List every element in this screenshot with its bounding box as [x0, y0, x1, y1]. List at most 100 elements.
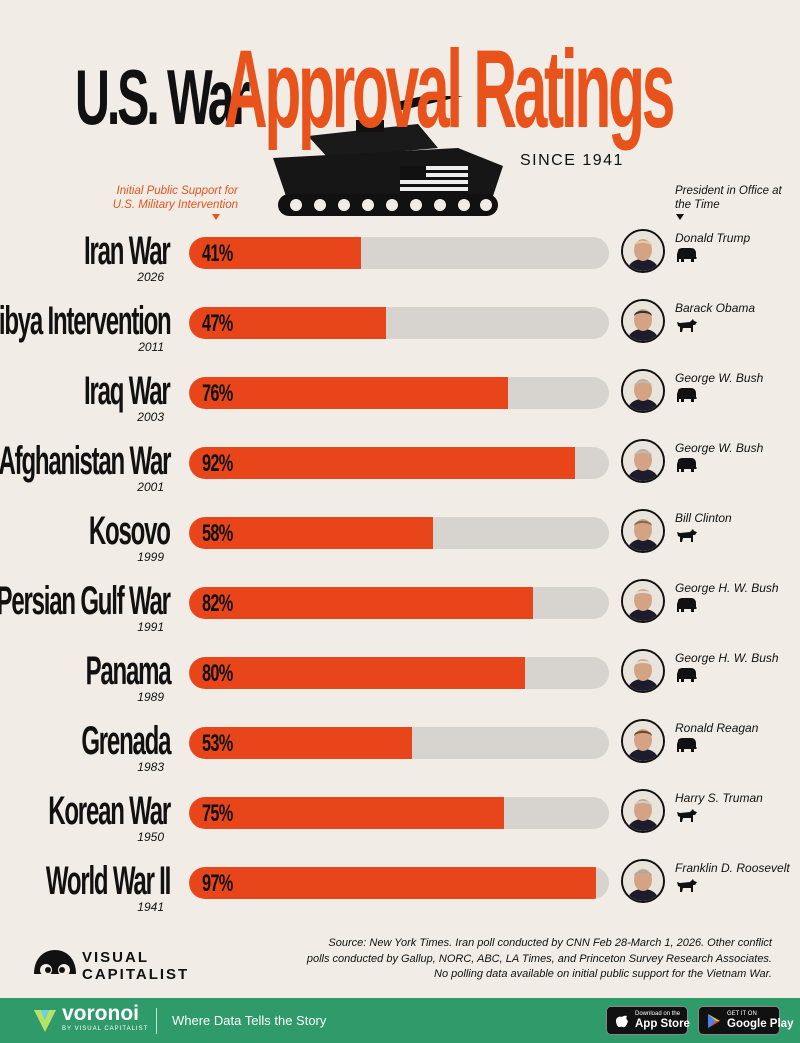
title-part1: U.S. War [75, 53, 250, 141]
president-portrait [621, 509, 665, 553]
voronoi-brand: voronoi [62, 1002, 139, 1025]
bar-value-label: 80% [202, 660, 233, 687]
bar-fill [189, 797, 504, 829]
bar-track: 97% [189, 867, 609, 899]
elephant-icon [677, 668, 697, 682]
bar-value-label: 41% [202, 240, 233, 267]
war-year: 1983 [137, 760, 164, 774]
bar-value-label: 58% [202, 520, 233, 547]
google-play-button[interactable]: GET IT ON Google Play [698, 1006, 793, 1035]
war-label: Kosovo [89, 509, 171, 553]
chart-row: World War II 1941 97% Franklin D. Roosevelt [0, 858, 800, 928]
president-name: Ronald Reagan [675, 721, 759, 735]
president-portrait [621, 229, 665, 273]
bar-fill [189, 237, 361, 269]
left-subtitle: Initial Public Support for U.S. Military… [112, 185, 238, 211]
war-label: Iran War [84, 229, 171, 273]
bar-fill [189, 377, 508, 409]
chart-row: Afghanistan War 2001 92% George W. Bush [0, 438, 800, 508]
war-label: Libya Intervention [0, 299, 171, 343]
title-part2: Approval Ratings [224, 28, 675, 151]
bar-track: 76% [189, 377, 609, 409]
bar-fill [189, 447, 575, 479]
bar-track: 75% [189, 797, 609, 829]
chart-row: Iraq War 2003 76% George W. Bush [0, 368, 800, 438]
bar-value-label: 76% [202, 380, 233, 407]
visual-capitalist-logo-text: VISUAL CAPITALIST [82, 949, 190, 983]
visual-capitalist-logo-icon [34, 950, 76, 976]
bar-fill [189, 657, 525, 689]
president-name: Barack Obama [675, 301, 756, 315]
bar-value-label: 47% [202, 310, 233, 337]
chart-row: Libya Intervention 2011 47% Barack Obama [0, 298, 800, 368]
bar-track: 80% [189, 657, 609, 689]
president-portrait [621, 789, 665, 833]
app-store-button[interactable]: Download on the App Store [606, 1006, 690, 1035]
voronoi-by: BY VISUAL CAPITALIST [62, 1026, 149, 1032]
president-portrait [621, 649, 665, 693]
war-year: 2003 [137, 410, 164, 424]
war-year: 1999 [137, 550, 164, 564]
president-name: George H. W. Bush [675, 581, 779, 595]
tank-illustration [273, 96, 510, 216]
war-year: 2026 [137, 270, 164, 284]
bar-track: 47% [189, 307, 609, 339]
google-play-icon [708, 1014, 720, 1028]
bar-track: 53% [189, 727, 609, 759]
war-year: 1989 [137, 690, 164, 704]
president-portrait [621, 439, 665, 483]
war-label: Iraq War [84, 369, 171, 413]
since-label: SINCE 1941 [520, 152, 624, 169]
war-year: 1950 [137, 830, 164, 844]
bar-fill [189, 307, 386, 339]
bar-fill [189, 587, 533, 619]
tagline: Where Data Tells the Story [172, 1013, 327, 1028]
bar-value-label: 53% [202, 730, 233, 757]
president-name: Franklin D. Roosevelt [675, 861, 790, 875]
president-name: Bill Clinton [675, 511, 732, 525]
elephant-icon [677, 738, 697, 752]
war-year: 1991 [137, 620, 164, 634]
war-year: 2011 [138, 340, 164, 354]
president-name: Harry S. Truman [675, 791, 763, 805]
war-label: Panama [85, 649, 171, 693]
donkey-icon [677, 809, 697, 822]
bar-fill [189, 867, 596, 899]
president-name: George W. Bush [675, 441, 764, 455]
elephant-icon [677, 388, 697, 402]
right-subtitle: President in Office at the Time [675, 185, 782, 211]
divider [156, 1008, 157, 1034]
president-portrait [621, 579, 665, 623]
apple-icon [616, 1015, 628, 1028]
chart-row: Iran War 2026 41% Donald Trump [0, 228, 800, 298]
war-label: World War II [45, 859, 171, 903]
war-label: Afghanistan War [0, 439, 171, 483]
war-year: 1941 [137, 900, 164, 914]
donkey-icon [677, 879, 697, 892]
right-arrow-icon [676, 214, 684, 220]
president-portrait [621, 369, 665, 413]
chart-row: Korean War 1950 75% Harry S. Truman [0, 788, 800, 858]
elephant-icon [677, 458, 697, 472]
chart-row: Grenada 1983 53% Ronald Reagan [0, 718, 800, 788]
chart-row: Kosovo 1999 58% Bill Clinton [0, 508, 800, 578]
chart-row: Panama 1989 80% George H. W. Bush [0, 648, 800, 718]
president-portrait [621, 719, 665, 763]
bar-track: 41% [189, 237, 609, 269]
president-portrait [621, 299, 665, 343]
bar-fill [189, 517, 433, 549]
war-label: Korean War [48, 789, 171, 833]
war-label: Persian Gulf War [0, 579, 171, 623]
bar-value-label: 75% [202, 800, 233, 827]
elephant-icon [677, 598, 697, 612]
president-name: Donald Trump [675, 231, 751, 245]
president-portrait [621, 859, 665, 903]
bar-value-label: 92% [202, 450, 233, 477]
bar-track: 82% [189, 587, 609, 619]
voronoi-logo-icon [34, 1010, 56, 1032]
elephant-icon [677, 248, 697, 262]
bar-track: 92% [189, 447, 609, 479]
chart-row: Persian Gulf War 1991 82% George H. W. Bush [0, 578, 800, 648]
bar-track: 58% [189, 517, 609, 549]
bar-fill [189, 727, 412, 759]
